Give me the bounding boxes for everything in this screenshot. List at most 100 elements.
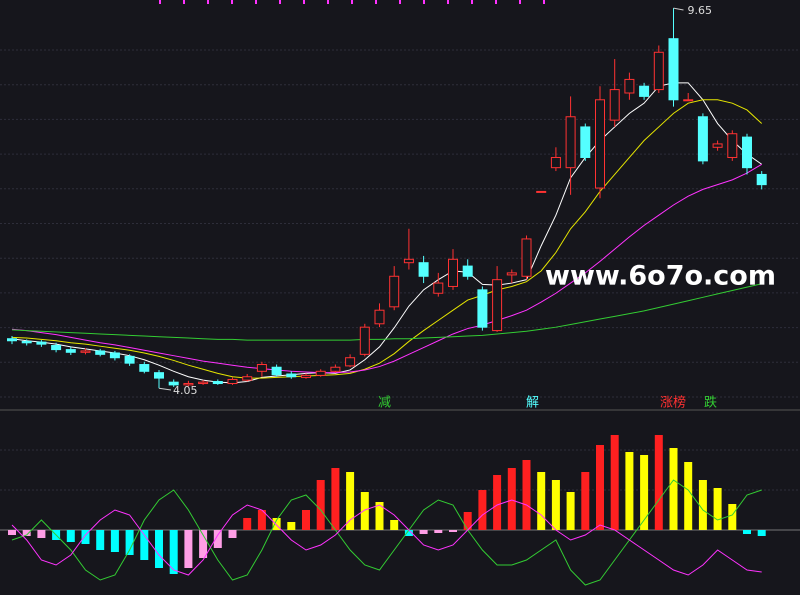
- candle-body: [624, 78, 635, 94]
- candle-body: [95, 350, 106, 355]
- histogram-bar: [81, 530, 90, 544]
- indicator-line: [11, 499, 762, 576]
- histogram-bar: [684, 462, 693, 530]
- histogram-bar: [507, 468, 516, 530]
- candle-body: [492, 279, 503, 332]
- histogram-bar: [184, 530, 193, 568]
- candle-body: [227, 378, 238, 385]
- candle-body: [433, 282, 444, 294]
- histogram-bar: [713, 488, 722, 530]
- candle-body: [550, 156, 561, 169]
- moving-average-line: [11, 163, 762, 374]
- signal-label: 解: [526, 396, 539, 411]
- histogram-bar: [243, 518, 252, 530]
- candle-body: [653, 51, 664, 91]
- histogram-bar: [654, 435, 663, 530]
- candle-body: [256, 364, 267, 372]
- histogram-bar: [434, 530, 443, 533]
- histogram-bar: [316, 480, 325, 530]
- histogram-bar: [302, 510, 310, 530]
- candle-body: [374, 309, 385, 325]
- candle-body: [301, 374, 311, 378]
- candle-body: [271, 366, 282, 376]
- histogram-bar: [125, 530, 134, 555]
- indicator-line: [11, 479, 762, 586]
- candle-body: [727, 133, 738, 158]
- candle-body: [139, 364, 150, 372]
- histogram-bar: [37, 530, 46, 538]
- histogram-bar: [610, 435, 619, 530]
- signal-label: 涨榜: [660, 395, 686, 411]
- candle-body: [242, 376, 253, 381]
- candle-body: [212, 380, 223, 385]
- candle-body: [21, 340, 32, 344]
- histogram-bar: [566, 492, 575, 530]
- candle-body: [462, 265, 473, 277]
- histogram-bar: [743, 530, 751, 534]
- candle-body: [65, 349, 76, 353]
- moving-average-line: [11, 82, 762, 384]
- candle-body: [506, 272, 517, 276]
- histogram-bar: [346, 472, 355, 530]
- histogram-bar: [257, 510, 266, 530]
- candle-body: [124, 355, 135, 364]
- candle-body: [183, 383, 194, 386]
- candle-body: [668, 38, 679, 101]
- histogram-bar: [8, 530, 16, 535]
- candle-body: [168, 381, 179, 386]
- histogram-bar: [463, 512, 472, 530]
- candle-body: [756, 173, 767, 186]
- histogram-bar: [96, 530, 105, 550]
- high-pointer: [673, 7, 684, 11]
- histogram-bar: [449, 530, 457, 532]
- candle-body: [448, 258, 458, 287]
- watermark: www.6o7o.com: [545, 261, 776, 292]
- candle-body: [36, 341, 47, 345]
- candle-body: [109, 352, 120, 359]
- candle-body: [580, 126, 591, 158]
- candle-body: [198, 381, 209, 385]
- candle-body: [609, 89, 620, 121]
- histogram-bar: [669, 448, 678, 530]
- candle-body: [315, 370, 326, 376]
- histogram-bar: [140, 530, 149, 560]
- moving-average-line: [11, 283, 762, 341]
- histogram-bar: [640, 455, 649, 530]
- candle-body: [683, 99, 694, 102]
- histogram-bar: [625, 452, 634, 530]
- candle-body: [286, 373, 297, 378]
- signal-label: 跌: [704, 395, 717, 411]
- candle-body: [697, 116, 708, 162]
- histogram-bar: [22, 530, 31, 536]
- candle-body: [595, 99, 605, 189]
- histogram-bar: [199, 530, 208, 558]
- histogram-bar: [228, 530, 237, 538]
- candle-body: [521, 238, 532, 277]
- histogram-bar: [360, 492, 369, 530]
- moving-average-line: [11, 99, 763, 379]
- histogram-bar: [522, 460, 531, 530]
- histogram-bar: [287, 522, 296, 530]
- histogram-bar: [331, 468, 340, 530]
- candle-body: [80, 350, 91, 353]
- histogram-bar: [66, 530, 75, 542]
- histogram-bar: [698, 480, 707, 530]
- histogram-bar: [272, 518, 281, 530]
- histogram-bar: [110, 530, 119, 552]
- candle-body: [345, 357, 356, 367]
- candle-body: [330, 366, 341, 372]
- histogram-bar: [213, 530, 222, 548]
- candle-body: [418, 262, 429, 277]
- candle-body: [51, 345, 62, 351]
- histogram-bar: [478, 490, 487, 530]
- candle-body: [477, 289, 488, 328]
- candle-body: [536, 190, 547, 193]
- histogram-bar: [596, 445, 604, 530]
- high-label: 9.65: [688, 4, 713, 17]
- candle-body: [403, 258, 414, 264]
- candle-body: [639, 85, 650, 97]
- low-label: 4.05: [173, 384, 198, 397]
- histogram-bar: [757, 530, 766, 536]
